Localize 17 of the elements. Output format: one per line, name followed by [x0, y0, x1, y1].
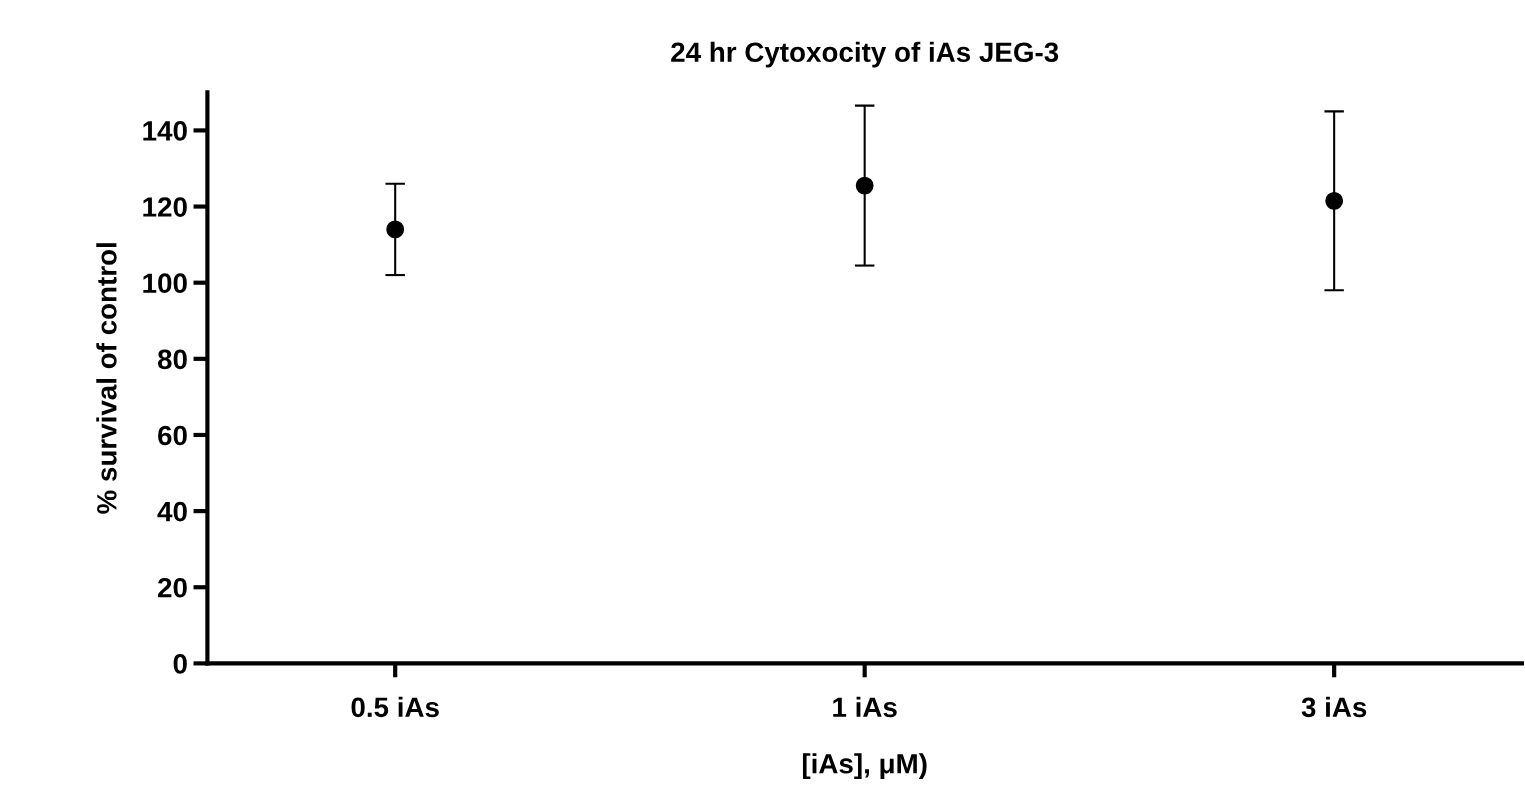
y-tick-label: 80	[157, 349, 187, 370]
chart-title: 24 hr Cytoxocity of iAs JEG-3	[671, 41, 1059, 68]
y-tick-label: 120	[143, 197, 187, 217]
y-axis-title: % survival of control	[96, 243, 117, 514]
x-axis-title: [iAs], μM)	[802, 753, 927, 780]
y-tick-label: 20	[158, 577, 187, 598]
y-tick-label: 140	[143, 121, 187, 141]
x-tick-label: 1 iAs	[833, 696, 897, 718]
y-tick-label: 0	[173, 654, 187, 674]
y-tick-label: 100	[143, 273, 187, 294]
x-tick-label: 0.5 iAs	[351, 696, 439, 718]
point	[1325, 191, 1344, 210]
y-tick-label: 60	[158, 425, 187, 446]
y-tick-label: 40	[157, 501, 187, 522]
x-tick-label: 3 iAs	[1301, 696, 1367, 718]
point	[855, 176, 874, 195]
point	[386, 220, 405, 239]
